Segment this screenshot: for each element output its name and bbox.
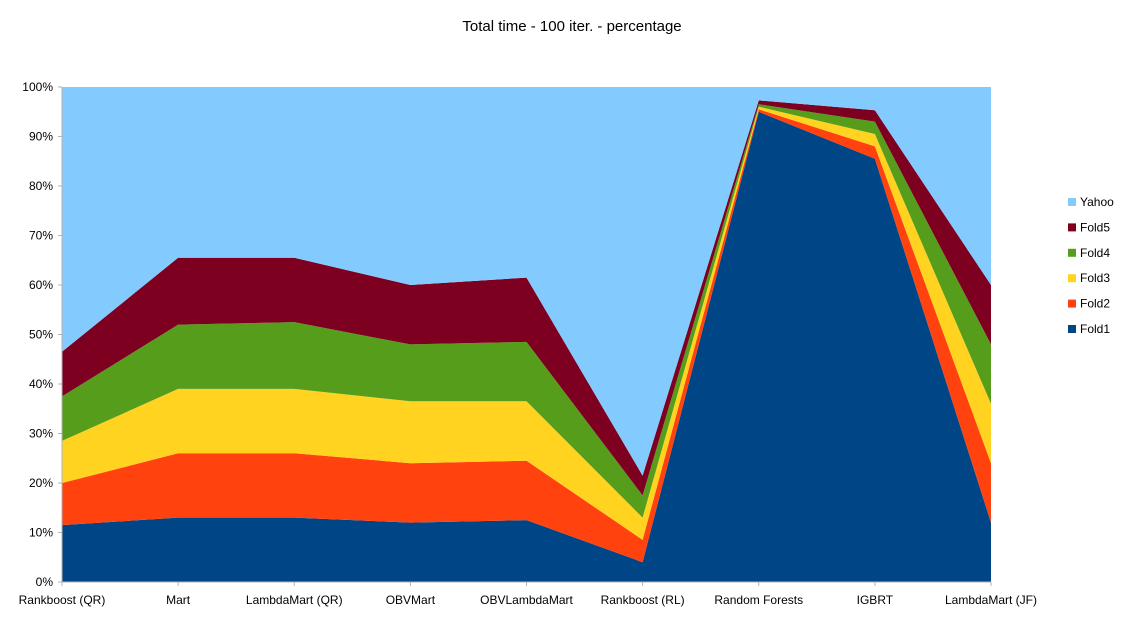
legend-label: Fold3 — [1080, 271, 1110, 285]
x-tick-label: Mart — [166, 593, 191, 607]
legend-item-fold5: Fold5 — [1068, 220, 1110, 234]
legend-swatch — [1068, 248, 1076, 257]
legend-item-fold1: Fold1 — [1068, 322, 1110, 336]
legend-item-fold3: Fold3 — [1068, 271, 1110, 285]
y-tick-label: 0% — [36, 575, 54, 589]
y-tick-label: 10% — [29, 526, 53, 540]
chart-title: Total time - 100 iter. - percentage — [462, 18, 681, 35]
y-tick-label: 40% — [29, 377, 53, 391]
x-tick-label: Random Forests — [714, 593, 803, 607]
legend-item-fold2: Fold2 — [1068, 297, 1110, 311]
legend-swatch — [1068, 299, 1076, 308]
x-tick-label: LambdaMart (JF) — [945, 593, 1037, 607]
x-tick-label: LambdaMart (QR) — [246, 593, 343, 607]
y-tick-label: 80% — [29, 179, 53, 193]
area-yahoo — [62, 87, 991, 476]
area-layers — [62, 87, 991, 583]
area-fold1 — [62, 111, 991, 583]
legend-item-yahoo: Yahoo — [1068, 195, 1114, 209]
legend-label: Fold1 — [1080, 322, 1110, 336]
y-tick-label: 70% — [29, 229, 53, 243]
legend-label: Yahoo — [1080, 195, 1114, 209]
y-tick-label: 90% — [29, 130, 53, 144]
area-fold3 — [62, 106, 991, 540]
legend-swatch — [1068, 325, 1076, 333]
y-tick-label: 30% — [29, 427, 53, 441]
y-tick-label: 20% — [29, 476, 53, 490]
legend-swatch — [1068, 274, 1076, 283]
x-tick-label: Rankboost (QR) — [19, 593, 106, 607]
x-axis-ticks: Rankboost (QR) Mart LambdaMart (QR) OBVMart… — [19, 582, 1037, 607]
area-fold2 — [62, 109, 991, 563]
area-fold5 — [62, 100, 991, 496]
x-tick-label: Rankboost (RL) — [601, 593, 685, 607]
legend: Yahoo Fold5 Fold4 Fold3 Fold2 Fold1 — [1068, 195, 1114, 336]
legend-item-fold4: Fold4 — [1068, 246, 1110, 260]
legend-label: Fold2 — [1080, 297, 1110, 311]
legend-swatch — [1068, 223, 1076, 232]
legend-swatch — [1068, 198, 1076, 206]
x-tick-label: OBVLambdaMart — [480, 593, 573, 607]
y-axis-ticks: 0% 10% 20% 30% 40% 50% 60% 70% 80% 90% 100% — [22, 80, 62, 589]
x-tick-label: OBVMart — [386, 593, 436, 607]
y-tick-label: 50% — [29, 328, 53, 342]
y-tick-label: 60% — [29, 278, 53, 292]
x-tick-label: IGBRT — [857, 593, 894, 607]
y-tick-label: 100% — [22, 80, 53, 94]
legend-label: Fold5 — [1080, 220, 1110, 234]
legend-label: Fold4 — [1080, 246, 1110, 260]
